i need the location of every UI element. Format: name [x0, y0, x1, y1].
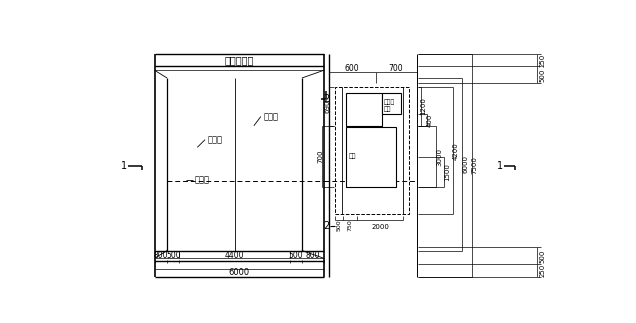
- Text: 250: 250: [540, 54, 546, 67]
- Text: 电缆道: 电缆道: [194, 175, 209, 184]
- Text: 500: 500: [540, 68, 546, 82]
- Text: 1200: 1200: [420, 98, 427, 115]
- Text: 4400: 4400: [225, 251, 244, 260]
- Text: 1: 1: [121, 161, 127, 171]
- Bar: [346, 93, 382, 126]
- Text: 400: 400: [427, 113, 433, 127]
- Text: 250: 250: [540, 264, 546, 277]
- Text: 渗滲: 渗滲: [384, 106, 392, 112]
- Text: 排水渠: 排水渠: [263, 112, 278, 121]
- Text: 2000: 2000: [371, 224, 389, 230]
- Text: 排水渠: 排水渠: [384, 100, 396, 106]
- Text: 1500: 1500: [444, 163, 450, 181]
- Text: 1: 1: [497, 161, 503, 171]
- Text: 750: 750: [347, 219, 352, 231]
- Text: 600: 600: [345, 64, 359, 73]
- Text: 500: 500: [540, 249, 546, 263]
- Text: 混凝土道路: 混凝土道路: [225, 55, 254, 65]
- Text: 3000: 3000: [436, 148, 442, 166]
- Text: 水他: 水他: [349, 154, 356, 159]
- Text: 2: 2: [323, 221, 329, 231]
- Text: 6000: 6000: [228, 268, 250, 277]
- Bar: [335, 87, 409, 214]
- Text: 700: 700: [317, 150, 324, 163]
- Bar: [382, 93, 401, 114]
- Text: 500: 500: [166, 251, 181, 260]
- Text: 800: 800: [154, 251, 168, 260]
- Text: 500: 500: [336, 219, 342, 231]
- Text: 700: 700: [389, 64, 403, 73]
- Text: 800: 800: [305, 251, 320, 260]
- Bar: [346, 127, 396, 187]
- Text: 690: 690: [324, 100, 331, 113]
- Text: 500: 500: [288, 251, 303, 260]
- Text: 7500: 7500: [472, 156, 478, 174]
- Text: 6000: 6000: [462, 155, 469, 173]
- Text: 2: 2: [323, 94, 329, 104]
- Text: 排水管: 排水管: [207, 135, 223, 144]
- Text: 4200: 4200: [453, 142, 459, 160]
